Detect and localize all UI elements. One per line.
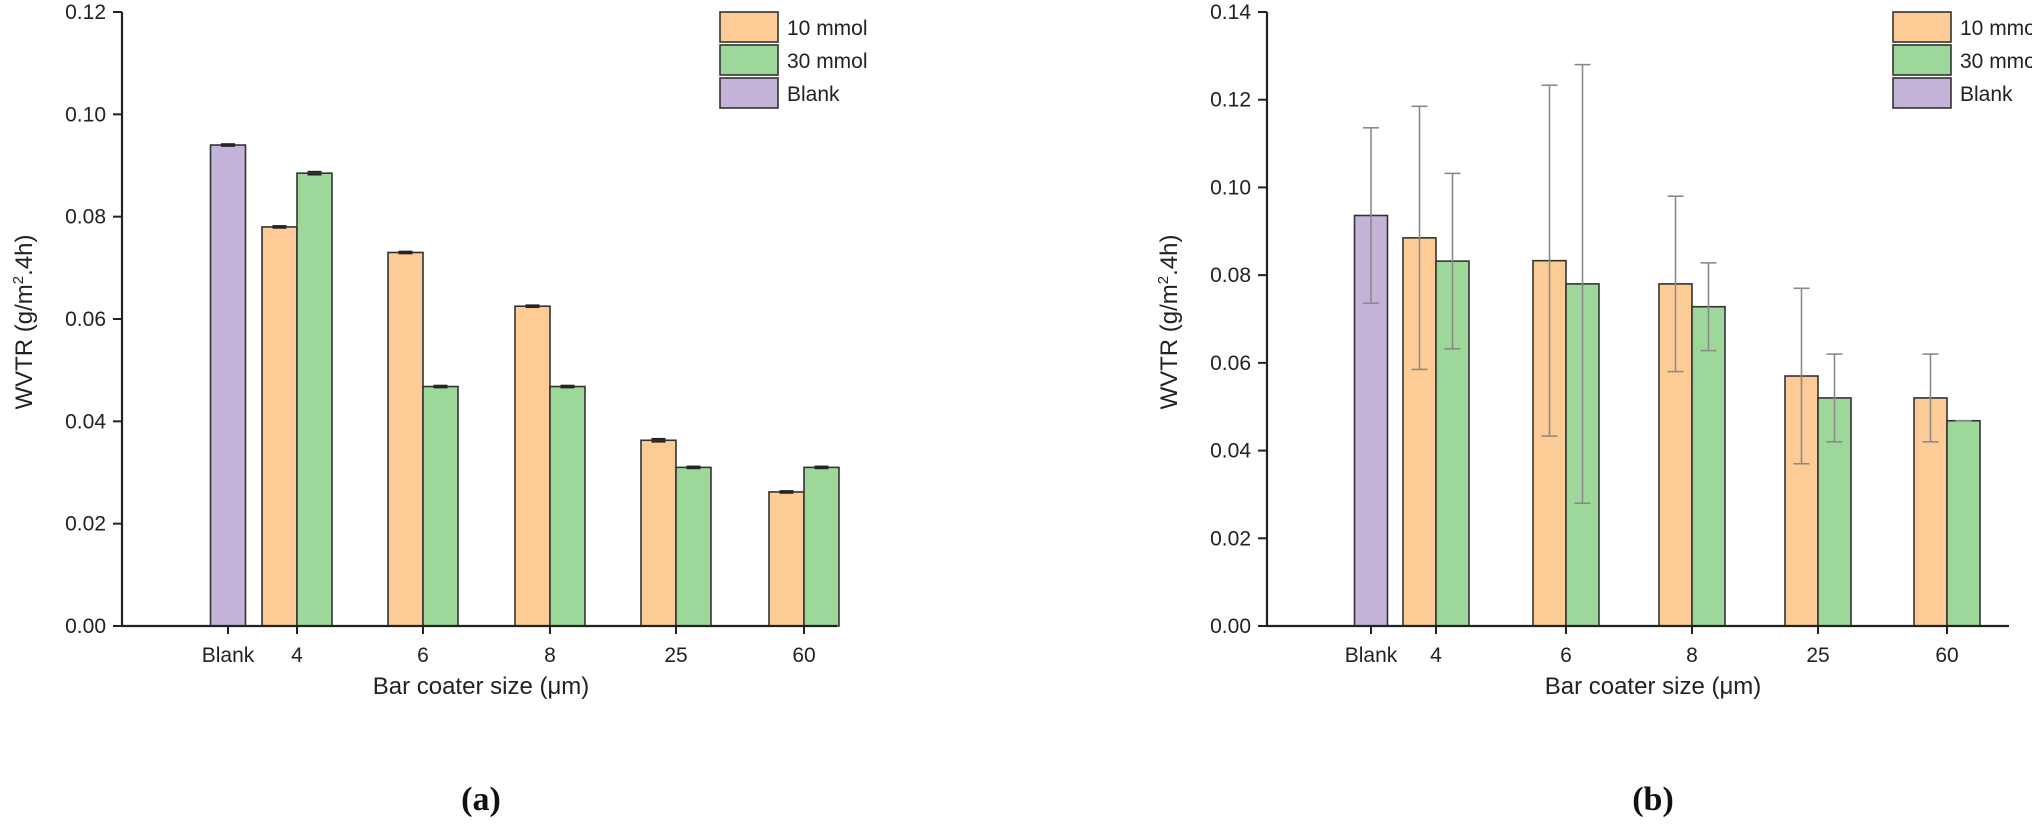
x-tick-label-a: 8 <box>544 644 556 667</box>
y-tick-label-b: 0.04 <box>1210 440 1251 463</box>
bar-a-10-mmol-4 <box>261 226 298 627</box>
panel-label-b: (b) <box>1632 781 1674 818</box>
y-tick-label-a: 0.04 <box>65 410 106 433</box>
bar-a-30-mmol-25 <box>675 466 712 627</box>
x-tick-label-a: 6 <box>417 644 429 667</box>
x-axis-title-b: Bar coater size (μm) <box>1545 673 1762 700</box>
legend-label-a: 30 mmol <box>787 50 868 73</box>
bar-a-30-mmol-8 <box>549 385 586 627</box>
y-tick-label-a: 0.02 <box>65 513 106 536</box>
y-tick-label-a: 0.06 <box>65 308 106 331</box>
bar-b-30-mmol-60 <box>1946 419 1981 627</box>
x-tick-label-b: 6 <box>1560 644 1572 667</box>
y-axis-title-b-sup: 2 <box>1155 276 1172 284</box>
legend-swatch-b-30-mmol <box>1892 44 1952 76</box>
x-tick-label-b: 8 <box>1686 644 1698 667</box>
y-tick-label-b: 0.12 <box>1210 89 1251 112</box>
y-tick-label-a: 0.08 <box>65 206 106 229</box>
legend-b: 10 mmol 30 mmol Blank <box>1892 11 2032 109</box>
legend-label-b: 10 mmol <box>1960 17 2032 40</box>
bar-b-30-mmol-8 <box>1691 305 1726 627</box>
bar-a-30-mmol-60 <box>803 466 840 627</box>
y-tick-label-a: 0.00 <box>65 615 106 638</box>
legend-swatch-a-10-mmol <box>719 11 779 43</box>
x-tick-label-a: 60 <box>792 644 815 667</box>
y-tick-label-b: 0.06 <box>1210 352 1251 375</box>
x-tick-label-b: 60 <box>1935 644 1958 667</box>
bar-a-10-mmol-25 <box>640 439 677 627</box>
y-axis-title-a-sup: 2 <box>10 276 27 284</box>
legend-swatch-b-10-mmol <box>1892 11 1952 43</box>
x-axis-title-a: Bar coater size (μm) <box>373 673 590 700</box>
bar-a-10-mmol-8 <box>514 305 551 627</box>
bar-a-30-mmol-4 <box>296 172 333 627</box>
y-axis-title-a: WVTR (g/m2.4h) <box>10 234 38 409</box>
legend-label-b: Blank <box>1960 83 2013 106</box>
legend-swatch-a-30-mmol <box>719 44 779 76</box>
bar-a-blank-blank <box>209 144 247 627</box>
legend-a: 10 mmol 30 mmol Blank <box>719 11 868 109</box>
x-tick-label-a: 4 <box>291 644 303 667</box>
legend-swatch-b-blank <box>1892 77 1952 109</box>
chart-panel-b: WVTR (g/m2.4h) Bar coater size (μm) (b) … <box>1155 1 2032 818</box>
x-tick-label-a: 25 <box>664 644 687 667</box>
x-tick-label-b: 4 <box>1430 644 1442 667</box>
y-tick-label-b: 0.00 <box>1210 615 1251 638</box>
x-tick-label-b: 25 <box>1806 644 1829 667</box>
y-tick-label-a: 0.12 <box>65 1 106 24</box>
y-tick-label-b: 0.08 <box>1210 264 1251 287</box>
x-tick-label-a: Blank <box>202 644 255 667</box>
chart-panel-a: WVTR (g/m2.4h) Bar coater size (μm) (a) … <box>10 1 868 818</box>
y-tick-label-a: 0.10 <box>65 103 106 126</box>
panel-label-a: (a) <box>461 781 501 818</box>
legend-label-a: 10 mmol <box>787 17 868 40</box>
bar-a-30-mmol-6 <box>422 385 459 627</box>
bar-a-10-mmol-60 <box>768 491 805 627</box>
legend-swatch-a-blank <box>719 77 779 109</box>
legend-label-a: Blank <box>787 83 840 106</box>
legend-label-b: 30 mmol <box>1960 50 2032 73</box>
x-tick-label-b: Blank <box>1345 644 1398 667</box>
bar-a-10-mmol-6 <box>387 251 424 627</box>
y-tick-label-b: 0.14 <box>1210 1 1251 24</box>
y-tick-label-b: 0.02 <box>1210 527 1251 550</box>
y-axis-title-b: WVTR (g/m2.4h) <box>1155 234 1183 409</box>
y-tick-label-b: 0.10 <box>1210 176 1251 199</box>
